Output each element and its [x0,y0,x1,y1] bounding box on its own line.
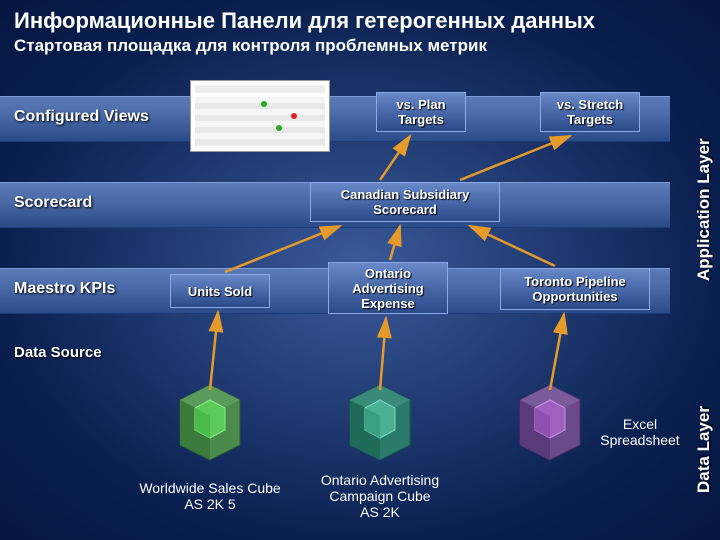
label-configured-views: Configured Views [14,108,149,126]
toronto-pipeline-box: Toronto Pipeline Opportunities [500,268,650,310]
units-sold-box: Units Sold [170,274,270,308]
ontario-expense-box: Ontario Advertising Expense [328,262,448,314]
label-scorecard: Scorecard [14,194,92,212]
cube-icon [510,380,590,470]
data-layer-label: Data Layer [694,390,714,510]
configured-view-thumbnail [190,80,330,152]
ds3-label: Excel Spreadsheet [590,416,690,448]
application-layer-label: Application Layer [694,110,714,310]
ds2-label: Ontario Advertising Campaign Cube AS 2K [300,472,460,520]
page-subtitle: Стартовая площадка для контроля проблемн… [0,36,720,62]
cube-icon [340,380,420,470]
cube-icon [170,380,250,470]
vs-stretch-box: vs. Stretch Targets [540,92,640,132]
page-title: Информационные Панели для гетерогенных д… [0,0,720,36]
ds1-label: Worldwide Sales Cube AS 2K 5 [120,480,300,512]
vs-plan-box: vs. Plan Targets [376,92,466,132]
label-data-source: Data Source [14,344,102,361]
label-maestro: Maestro KPIs [14,280,115,298]
canadian-scorecard-box: Canadian Subsidiary Scorecard [310,182,500,222]
